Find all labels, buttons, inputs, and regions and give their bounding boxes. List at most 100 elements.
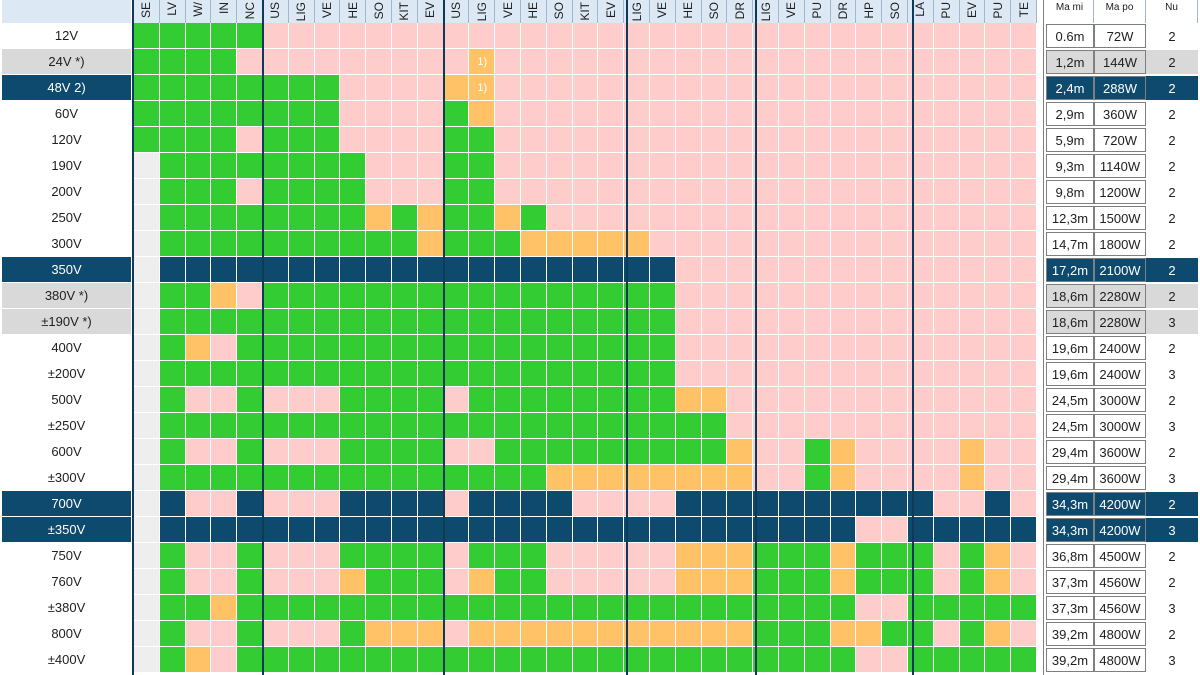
matrix-cell[interactable]	[985, 23, 1012, 49]
matrix-cell[interactable]	[675, 231, 702, 257]
matrix-cell[interactable]	[572, 517, 599, 543]
matrix-cell[interactable]	[288, 257, 315, 283]
matrix-cell[interactable]	[933, 335, 960, 361]
matrix-cell[interactable]	[701, 517, 728, 543]
matrix-cell[interactable]	[340, 127, 367, 153]
matrix-cell[interactable]	[753, 309, 779, 335]
matrix-cell[interactable]	[624, 205, 650, 231]
matrix-cell[interactable]	[572, 647, 599, 673]
matrix-cell[interactable]	[675, 257, 702, 283]
row-label[interactable]: ±190V *)	[2, 309, 131, 335]
matrix-cell[interactable]	[804, 413, 831, 439]
matrix-cell[interactable]	[417, 153, 444, 179]
matrix-cell[interactable]	[882, 283, 908, 309]
matrix-cell[interactable]	[288, 179, 315, 205]
matrix-cell[interactable]	[933, 309, 960, 335]
matrix-cell[interactable]	[624, 75, 650, 101]
matrix-cell[interactable]	[392, 101, 418, 127]
matrix-cell[interactable]	[959, 543, 986, 569]
matrix-cell[interactable]	[159, 23, 186, 49]
matrix-cell[interactable]	[288, 335, 315, 361]
matrix-cell[interactable]	[185, 283, 212, 309]
matrix-cell[interactable]	[624, 23, 650, 49]
matrix-cell[interactable]	[495, 75, 521, 101]
matrix-cell[interactable]	[417, 413, 444, 439]
matrix-cell[interactable]	[727, 205, 754, 231]
matrix-cell[interactable]	[417, 231, 444, 257]
matrix-cell[interactable]	[288, 439, 315, 465]
matrix-cell[interactable]	[521, 621, 547, 647]
matrix-cell[interactable]	[495, 543, 521, 569]
matrix-cell[interactable]	[521, 75, 547, 101]
matrix-cell[interactable]	[572, 439, 599, 465]
matrix-cell[interactable]	[469, 361, 496, 387]
row-label[interactable]: ±380V	[2, 595, 131, 621]
matrix-cell[interactable]	[443, 205, 470, 231]
column-header[interactable]: LIG	[624, 0, 650, 23]
matrix-cell[interactable]	[753, 257, 779, 283]
matrix-cell[interactable]	[495, 205, 521, 231]
matrix-cell[interactable]	[882, 439, 908, 465]
column-header[interactable]: US	[443, 0, 470, 23]
matrix-cell[interactable]	[856, 231, 883, 257]
matrix-cell[interactable]	[985, 49, 1012, 75]
matrix-cell[interactable]	[134, 49, 160, 75]
matrix-cell[interactable]	[288, 465, 315, 491]
matrix-cell[interactable]	[598, 75, 625, 101]
matrix-cell[interactable]	[546, 23, 573, 49]
matrix-cell[interactable]	[882, 335, 908, 361]
matrix-cell[interactable]	[288, 621, 315, 647]
matrix-cell[interactable]	[288, 23, 315, 49]
matrix-cell[interactable]	[856, 23, 883, 49]
matrix-cell[interactable]	[753, 231, 779, 257]
matrix-cell[interactable]	[495, 335, 521, 361]
matrix-cell[interactable]	[521, 595, 547, 621]
matrix-cell[interactable]	[340, 101, 367, 127]
matrix-cell[interactable]	[701, 49, 728, 75]
matrix-cell[interactable]	[572, 179, 599, 205]
matrix-cell[interactable]	[753, 413, 779, 439]
matrix-cell[interactable]	[211, 491, 238, 517]
matrix-cell[interactable]	[624, 49, 650, 75]
matrix-cell[interactable]	[546, 491, 573, 517]
matrix-cell[interactable]	[159, 361, 186, 387]
matrix-cell[interactable]	[340, 75, 367, 101]
matrix-cell[interactable]	[159, 179, 186, 205]
matrix-cell[interactable]	[521, 49, 547, 75]
matrix-cell[interactable]	[675, 335, 702, 361]
matrix-cell[interactable]	[211, 413, 238, 439]
matrix-cell[interactable]	[650, 465, 676, 491]
matrix-cell[interactable]	[804, 49, 831, 75]
matrix-cell[interactable]	[521, 101, 547, 127]
row-label[interactable]: 500V	[2, 387, 131, 413]
matrix-cell[interactable]	[392, 413, 418, 439]
matrix-cell[interactable]	[288, 361, 315, 387]
matrix-cell[interactable]	[985, 647, 1012, 673]
matrix-cell[interactable]	[366, 335, 392, 361]
matrix-cell[interactable]	[804, 205, 831, 231]
row-label[interactable]: 190V	[2, 153, 131, 179]
matrix-cell[interactable]	[314, 101, 341, 127]
matrix-cell[interactable]	[417, 205, 444, 231]
matrix-cell[interactable]	[521, 569, 547, 595]
matrix-cell[interactable]	[753, 387, 779, 413]
matrix-cell[interactable]	[779, 387, 805, 413]
matrix-cell[interactable]	[366, 127, 392, 153]
matrix-cell[interactable]	[417, 179, 444, 205]
matrix-cell[interactable]	[959, 491, 986, 517]
matrix-cell[interactable]	[882, 543, 908, 569]
matrix-cell[interactable]	[727, 621, 754, 647]
matrix-cell[interactable]	[675, 647, 702, 673]
matrix-cell[interactable]	[882, 595, 908, 621]
matrix-cell[interactable]	[856, 127, 883, 153]
matrix-cell[interactable]	[546, 309, 573, 335]
matrix-cell[interactable]	[288, 543, 315, 569]
matrix-cell[interactable]	[933, 23, 960, 49]
matrix-cell[interactable]	[1011, 127, 1037, 153]
matrix-cell[interactable]	[392, 23, 418, 49]
matrix-cell[interactable]	[985, 179, 1012, 205]
matrix-cell[interactable]	[779, 439, 805, 465]
matrix-cell[interactable]	[598, 153, 625, 179]
matrix-cell[interactable]	[159, 335, 186, 361]
matrix-cell[interactable]	[340, 49, 367, 75]
